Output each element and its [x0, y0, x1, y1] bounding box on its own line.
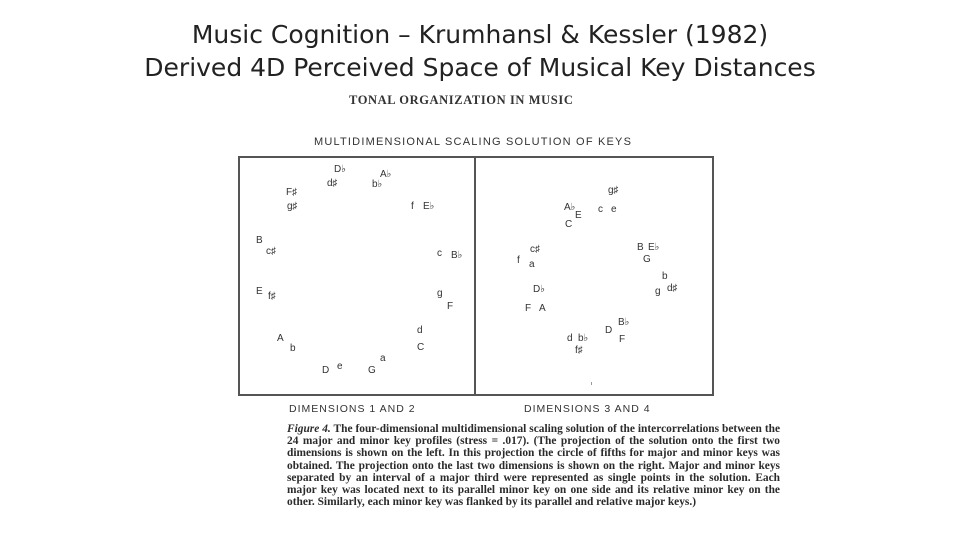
key-label: B	[637, 242, 644, 253]
key-label: b	[290, 343, 296, 354]
figure-number: Figure 4.	[287, 423, 331, 435]
key-label: D♭	[334, 164, 346, 175]
key-label: d♯	[667, 283, 678, 294]
panel-divider	[474, 156, 476, 396]
left-panel-axis-label: DIMENSIONS 1 AND 2	[289, 403, 416, 415]
key-label: E	[575, 210, 582, 221]
key-label: d♯	[327, 178, 338, 189]
key-label: c	[598, 204, 603, 215]
key-label: B♭	[618, 317, 630, 328]
figure-heading: MULTIDIMENSIONAL SCALING SOLUTION OF KEY…	[314, 136, 633, 148]
key-label: C	[565, 219, 573, 230]
figure-plot-frame	[238, 156, 714, 396]
key-label: A	[539, 303, 546, 314]
key-label: d	[567, 333, 573, 344]
key-label: G	[368, 365, 376, 376]
figure-caption-text: The four-dimensional multidimensional sc…	[287, 423, 781, 509]
figure-caption: Figure 4. The four-dimensional multidime…	[287, 423, 780, 508]
key-label: b♭	[578, 333, 589, 344]
key-label: f♯	[575, 345, 583, 356]
key-label: E	[256, 286, 263, 297]
key-label: c♯	[266, 246, 276, 257]
key-label: C	[417, 342, 425, 353]
slide-title: Music Cognition – Krumhansl & Kessler (1…	[0, 18, 960, 84]
key-label: G	[643, 254, 651, 265]
key-label: c	[437, 248, 442, 259]
key-label: f	[517, 255, 520, 266]
key-label: g♯	[287, 201, 298, 212]
key-label: a	[529, 259, 535, 270]
slide-title-line-1: Music Cognition – Krumhansl & Kessler (1…	[191, 20, 769, 49]
plot-tick-mark	[591, 382, 592, 385]
key-label: D	[605, 325, 613, 336]
key-label: A♭	[564, 202, 576, 213]
paper-running-header: TONAL ORGANIZATION IN MUSIC	[349, 93, 574, 107]
key-label: A♭	[380, 169, 392, 180]
key-label: f	[411, 201, 414, 212]
key-label: B♭	[451, 250, 463, 261]
key-label: g♯	[608, 185, 619, 196]
key-label: F	[525, 303, 532, 314]
key-label: F	[447, 301, 454, 312]
key-label: f♯	[268, 291, 276, 302]
key-label: F	[619, 334, 626, 345]
key-label: a	[380, 353, 386, 364]
key-label: e	[337, 361, 343, 372]
key-label: g	[437, 288, 443, 299]
key-label: F♯	[286, 187, 298, 198]
key-label: E♭	[423, 201, 435, 212]
key-label: b	[662, 271, 668, 282]
key-label: B	[256, 235, 263, 246]
key-label: e	[611, 204, 617, 215]
key-label: D	[322, 365, 330, 376]
key-label: c♯	[530, 244, 540, 255]
key-label: A	[277, 333, 284, 344]
key-label: d	[417, 325, 423, 336]
key-label: D♭	[533, 284, 545, 295]
slide-title-line-2: Derived 4D Perceived Space of Musical Ke…	[144, 53, 816, 82]
key-label: E♭	[648, 242, 660, 253]
key-label: g	[655, 286, 661, 297]
right-panel-axis-label: DIMENSIONS 3 AND 4	[524, 403, 651, 415]
key-label: b♭	[372, 179, 383, 190]
